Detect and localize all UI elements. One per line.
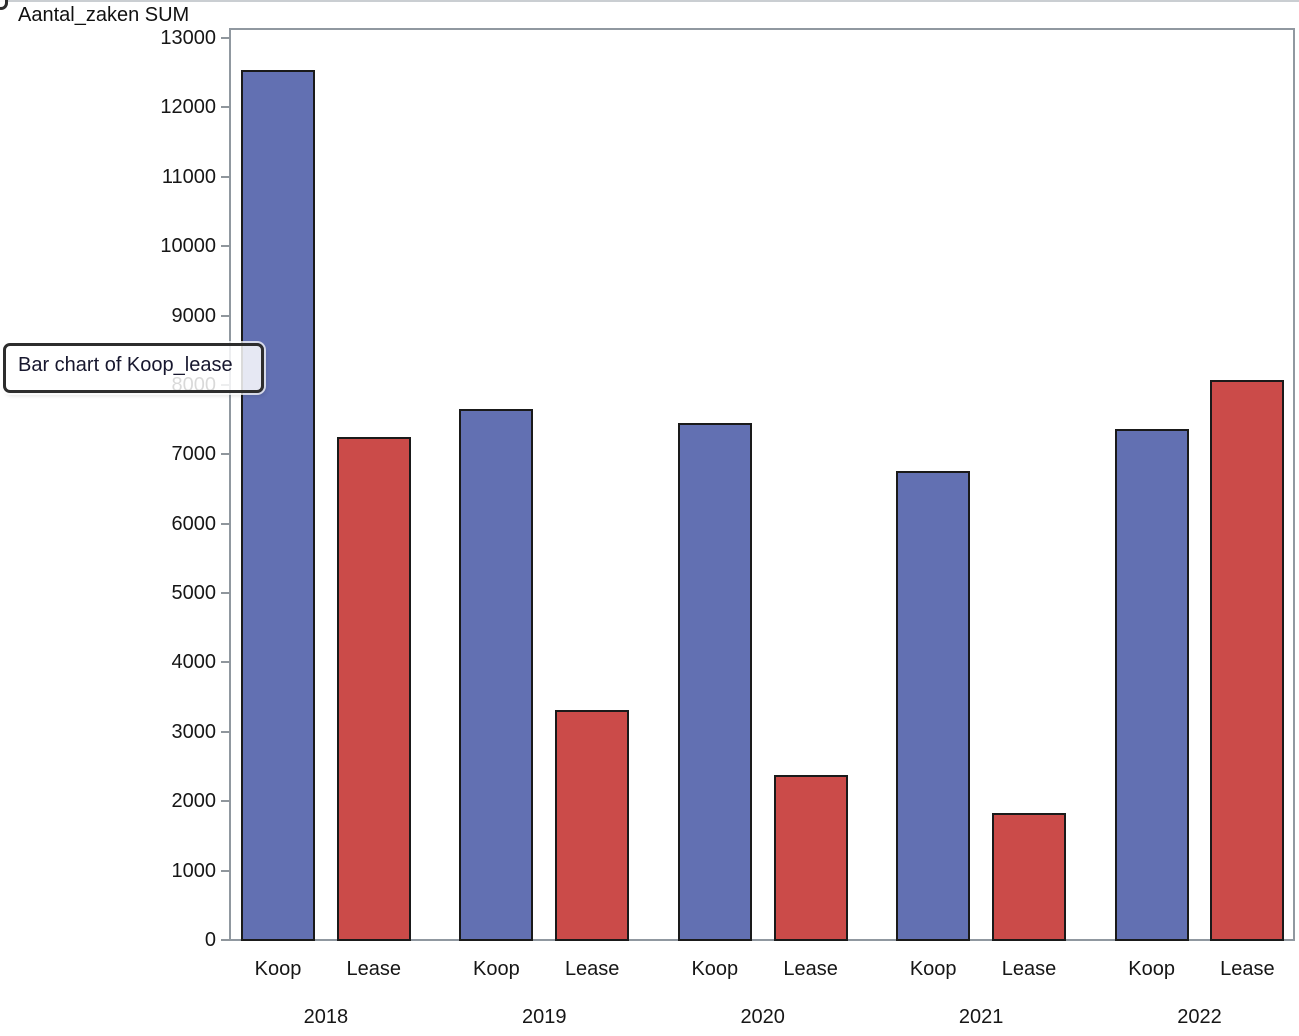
y-axis-tick [221,592,230,595]
bar-2022-koop[interactable] [1114,428,1189,941]
y-axis-tick [221,939,230,941]
y-axis-tick [221,800,230,803]
y-axis-tick [221,37,230,39]
y-axis-tick [221,314,230,317]
x-axis-series-label-2019-koop: Koop [473,958,520,980]
y-axis-tick-label: 4000 [171,651,217,674]
x-axis-series-label-2021-lease: Lease [1001,958,1057,980]
bar-2018-koop[interactable] [241,69,315,941]
x-axis-series-label-2022-lease: Lease [1220,958,1275,980]
x-axis-series-label-2019-lease: Lease [564,958,620,980]
y-axis-tick-label: 5000 [171,582,217,605]
y-axis-tick-label: 2000 [171,790,217,813]
x-axis-series-label-2018-koop: Koop [254,958,302,980]
x-axis-series-label-2020-lease: Lease [783,958,838,980]
y-axis-tick [221,175,230,178]
bar-2021-koop[interactable] [896,470,971,941]
x-axis-series-label-2022-koop: Koop [1128,958,1175,980]
bar-2020-lease[interactable] [773,774,848,941]
x-axis-year-label-2021: 2021 [958,1006,1004,1028]
x-axis-series-label-2021-koop: Koop [909,958,957,980]
y-axis-title: Aantal_zaken SUM [18,4,190,26]
y-axis-tick [221,106,230,109]
x-axis-series-label-2020-koop: Koop [691,958,739,980]
chart-tooltip-label: Bar chart of Koop_lease [18,354,233,376]
y-axis-tick-label: 9000 [171,304,217,327]
y-axis-tick [221,522,230,525]
y-axis-tick-label: 0 [204,929,216,951]
y-axis-tick [221,730,230,733]
bar-2021-lease[interactable] [992,813,1066,941]
y-axis-tick [221,869,230,872]
window-corner-fragment [0,0,8,10]
y-axis-tick [221,661,230,664]
x-axis-year-label-2020: 2020 [740,1006,785,1028]
bar-2020-koop[interactable] [677,423,752,941]
window-top-edge [0,0,1299,2]
y-axis-tick [221,453,230,456]
y-axis-tick [221,245,230,248]
x-axis-year-label-2019: 2019 [522,1006,567,1028]
y-axis-tick-label: 7000 [171,443,217,466]
x-axis-year-label-2018: 2018 [303,1006,349,1028]
y-axis-tick-label: 12000 [160,96,216,119]
bar-2019-koop[interactable] [459,409,534,941]
y-axis-tick-label: 3000 [171,720,217,743]
chart-tooltip: Bar chart of Koop_lease [3,343,264,393]
y-axis-tick-label: 11000 [161,165,216,188]
y-axis-tick-label: 6000 [171,512,217,535]
y-axis-tick-label: 1000 [171,859,217,882]
y-axis-tick-label: 13000 [160,27,216,49]
x-axis-year-label-2022: 2022 [1177,1006,1222,1028]
bar-2022-lease[interactable] [1210,380,1285,941]
x-axis-series-label-2018-lease: Lease [346,958,402,980]
bar-2019-lease[interactable] [555,709,630,941]
bar-2018-lease[interactable] [336,436,411,941]
y-axis-tick-label: 10000 [160,235,216,258]
